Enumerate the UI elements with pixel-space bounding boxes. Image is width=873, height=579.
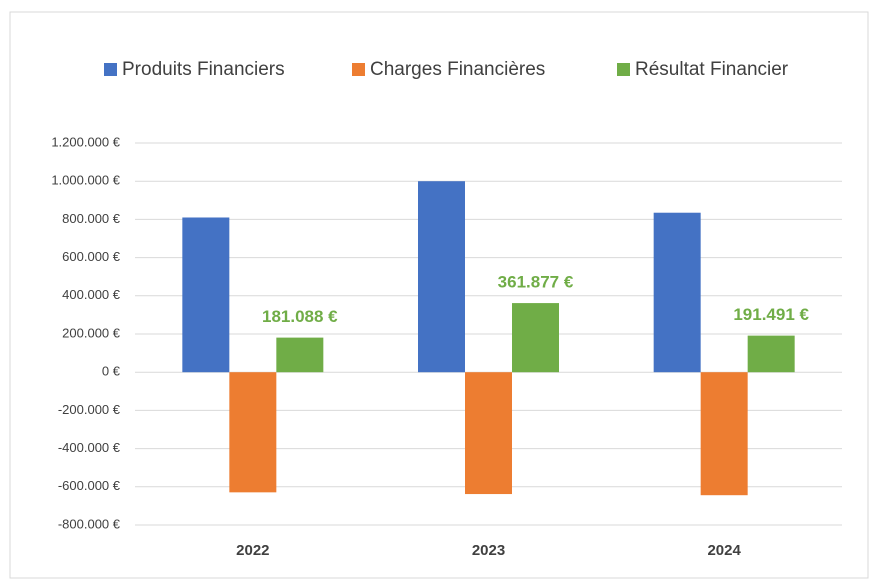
legend-label: Produits Financiers: [122, 59, 285, 80]
bar: [229, 372, 277, 493]
bar: [512, 303, 559, 373]
x-tick-label: 2023: [472, 542, 505, 559]
y-tick-label: 600.000 €: [62, 249, 121, 264]
legend-swatch: [104, 63, 117, 76]
bar: [182, 217, 230, 373]
legend-swatch: [617, 63, 630, 76]
legend-label: Résultat Financier: [635, 59, 789, 80]
data-label: 191.491 €: [733, 305, 809, 324]
y-tick-label: 1.000.000 €: [51, 173, 120, 188]
bar: [418, 181, 465, 373]
y-tick-label: 800.000 €: [62, 211, 121, 226]
y-tick-label: 0 €: [102, 364, 121, 379]
bar: [700, 372, 748, 496]
data-label: 361.877 €: [498, 273, 574, 292]
y-tick-label: -800.000 €: [58, 516, 121, 531]
y-tick-label: 200.000 €: [62, 325, 121, 340]
y-tick-label: -200.000 €: [58, 402, 121, 417]
bar: [465, 372, 512, 495]
y-tick-label: -600.000 €: [58, 478, 121, 493]
x-tick-label: 2022: [236, 542, 269, 559]
data-label: 181.088 €: [262, 307, 338, 326]
y-tick-label: 1.200.000 €: [51, 134, 120, 149]
bar: [747, 335, 795, 373]
x-tick-label: 2024: [707, 542, 741, 559]
bar: [276, 337, 324, 373]
y-tick-label: 400.000 €: [62, 287, 121, 302]
legend-swatch: [352, 63, 365, 76]
bar: [653, 212, 701, 373]
y-tick-label: -400.000 €: [58, 440, 121, 455]
legend-label: Charges Financières: [370, 59, 545, 80]
